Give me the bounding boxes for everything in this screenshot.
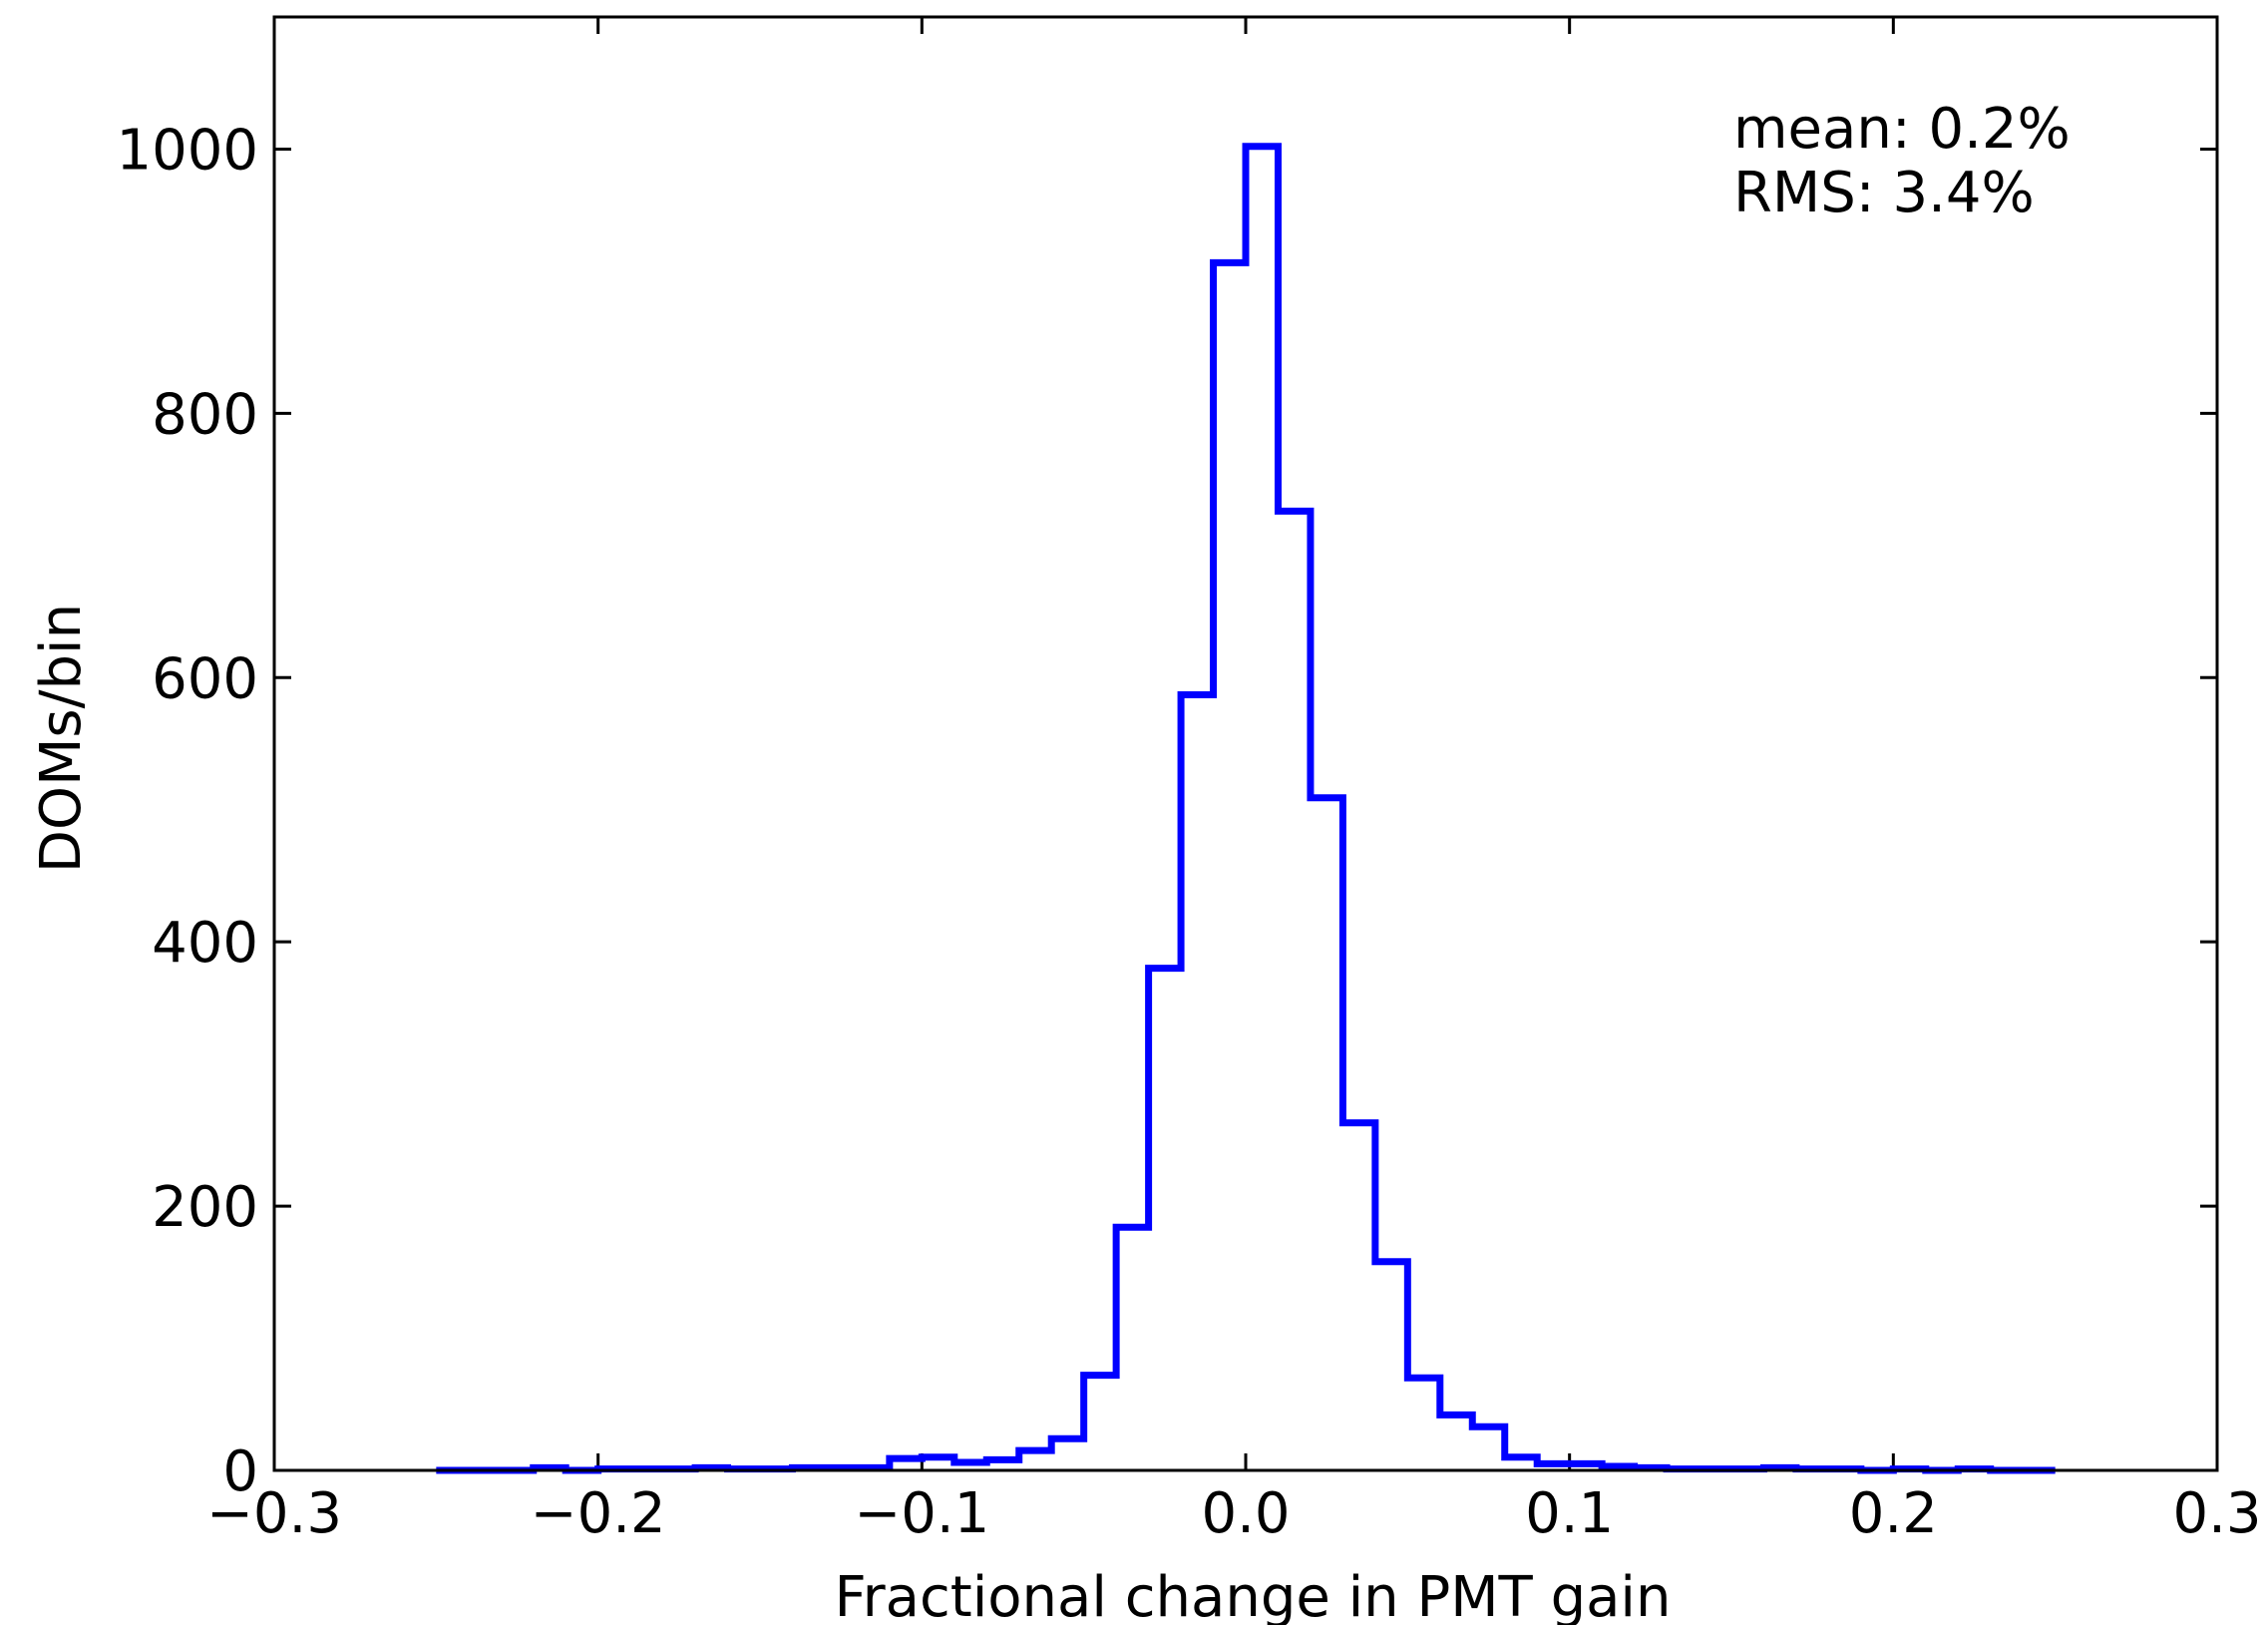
y-axis-label: DOMs/bin	[29, 604, 94, 873]
tick-labels: −0.3 −0.2 −0.1 0.0 0.1 0.2 0.3 0 200 400 600 800 100…	[116, 118, 2261, 1546]
y-tick-label: 800	[152, 382, 258, 447]
y-tick-label: 0	[222, 1439, 258, 1504]
x-tick-label: −0.2	[531, 1481, 666, 1546]
histogram-series-line	[436, 143, 2056, 1474]
annotation-mean: mean: 0.2%	[1733, 97, 2071, 162]
x-axis-label: Fractional change in PMT gain	[835, 1565, 1672, 1625]
y-tick-label: 600	[152, 646, 258, 711]
x-tick-label: −0.3	[206, 1481, 342, 1546]
x-tick-label: 0.1	[1525, 1481, 1614, 1546]
y-tick-label: 1000	[116, 118, 258, 183]
x-tick-label: 0.2	[1849, 1481, 1938, 1546]
y-tick-label: 200	[152, 1175, 258, 1240]
plot-frame	[272, 15, 2219, 1472]
x-tick-label: 0.0	[1201, 1481, 1290, 1546]
annotation-rms: RMS: 3.4%	[1733, 161, 2035, 225]
x-tick-label: −0.1	[854, 1481, 989, 1546]
y-tick-label: 400	[152, 911, 258, 976]
x-tick-label: 0.3	[2172, 1481, 2261, 1546]
